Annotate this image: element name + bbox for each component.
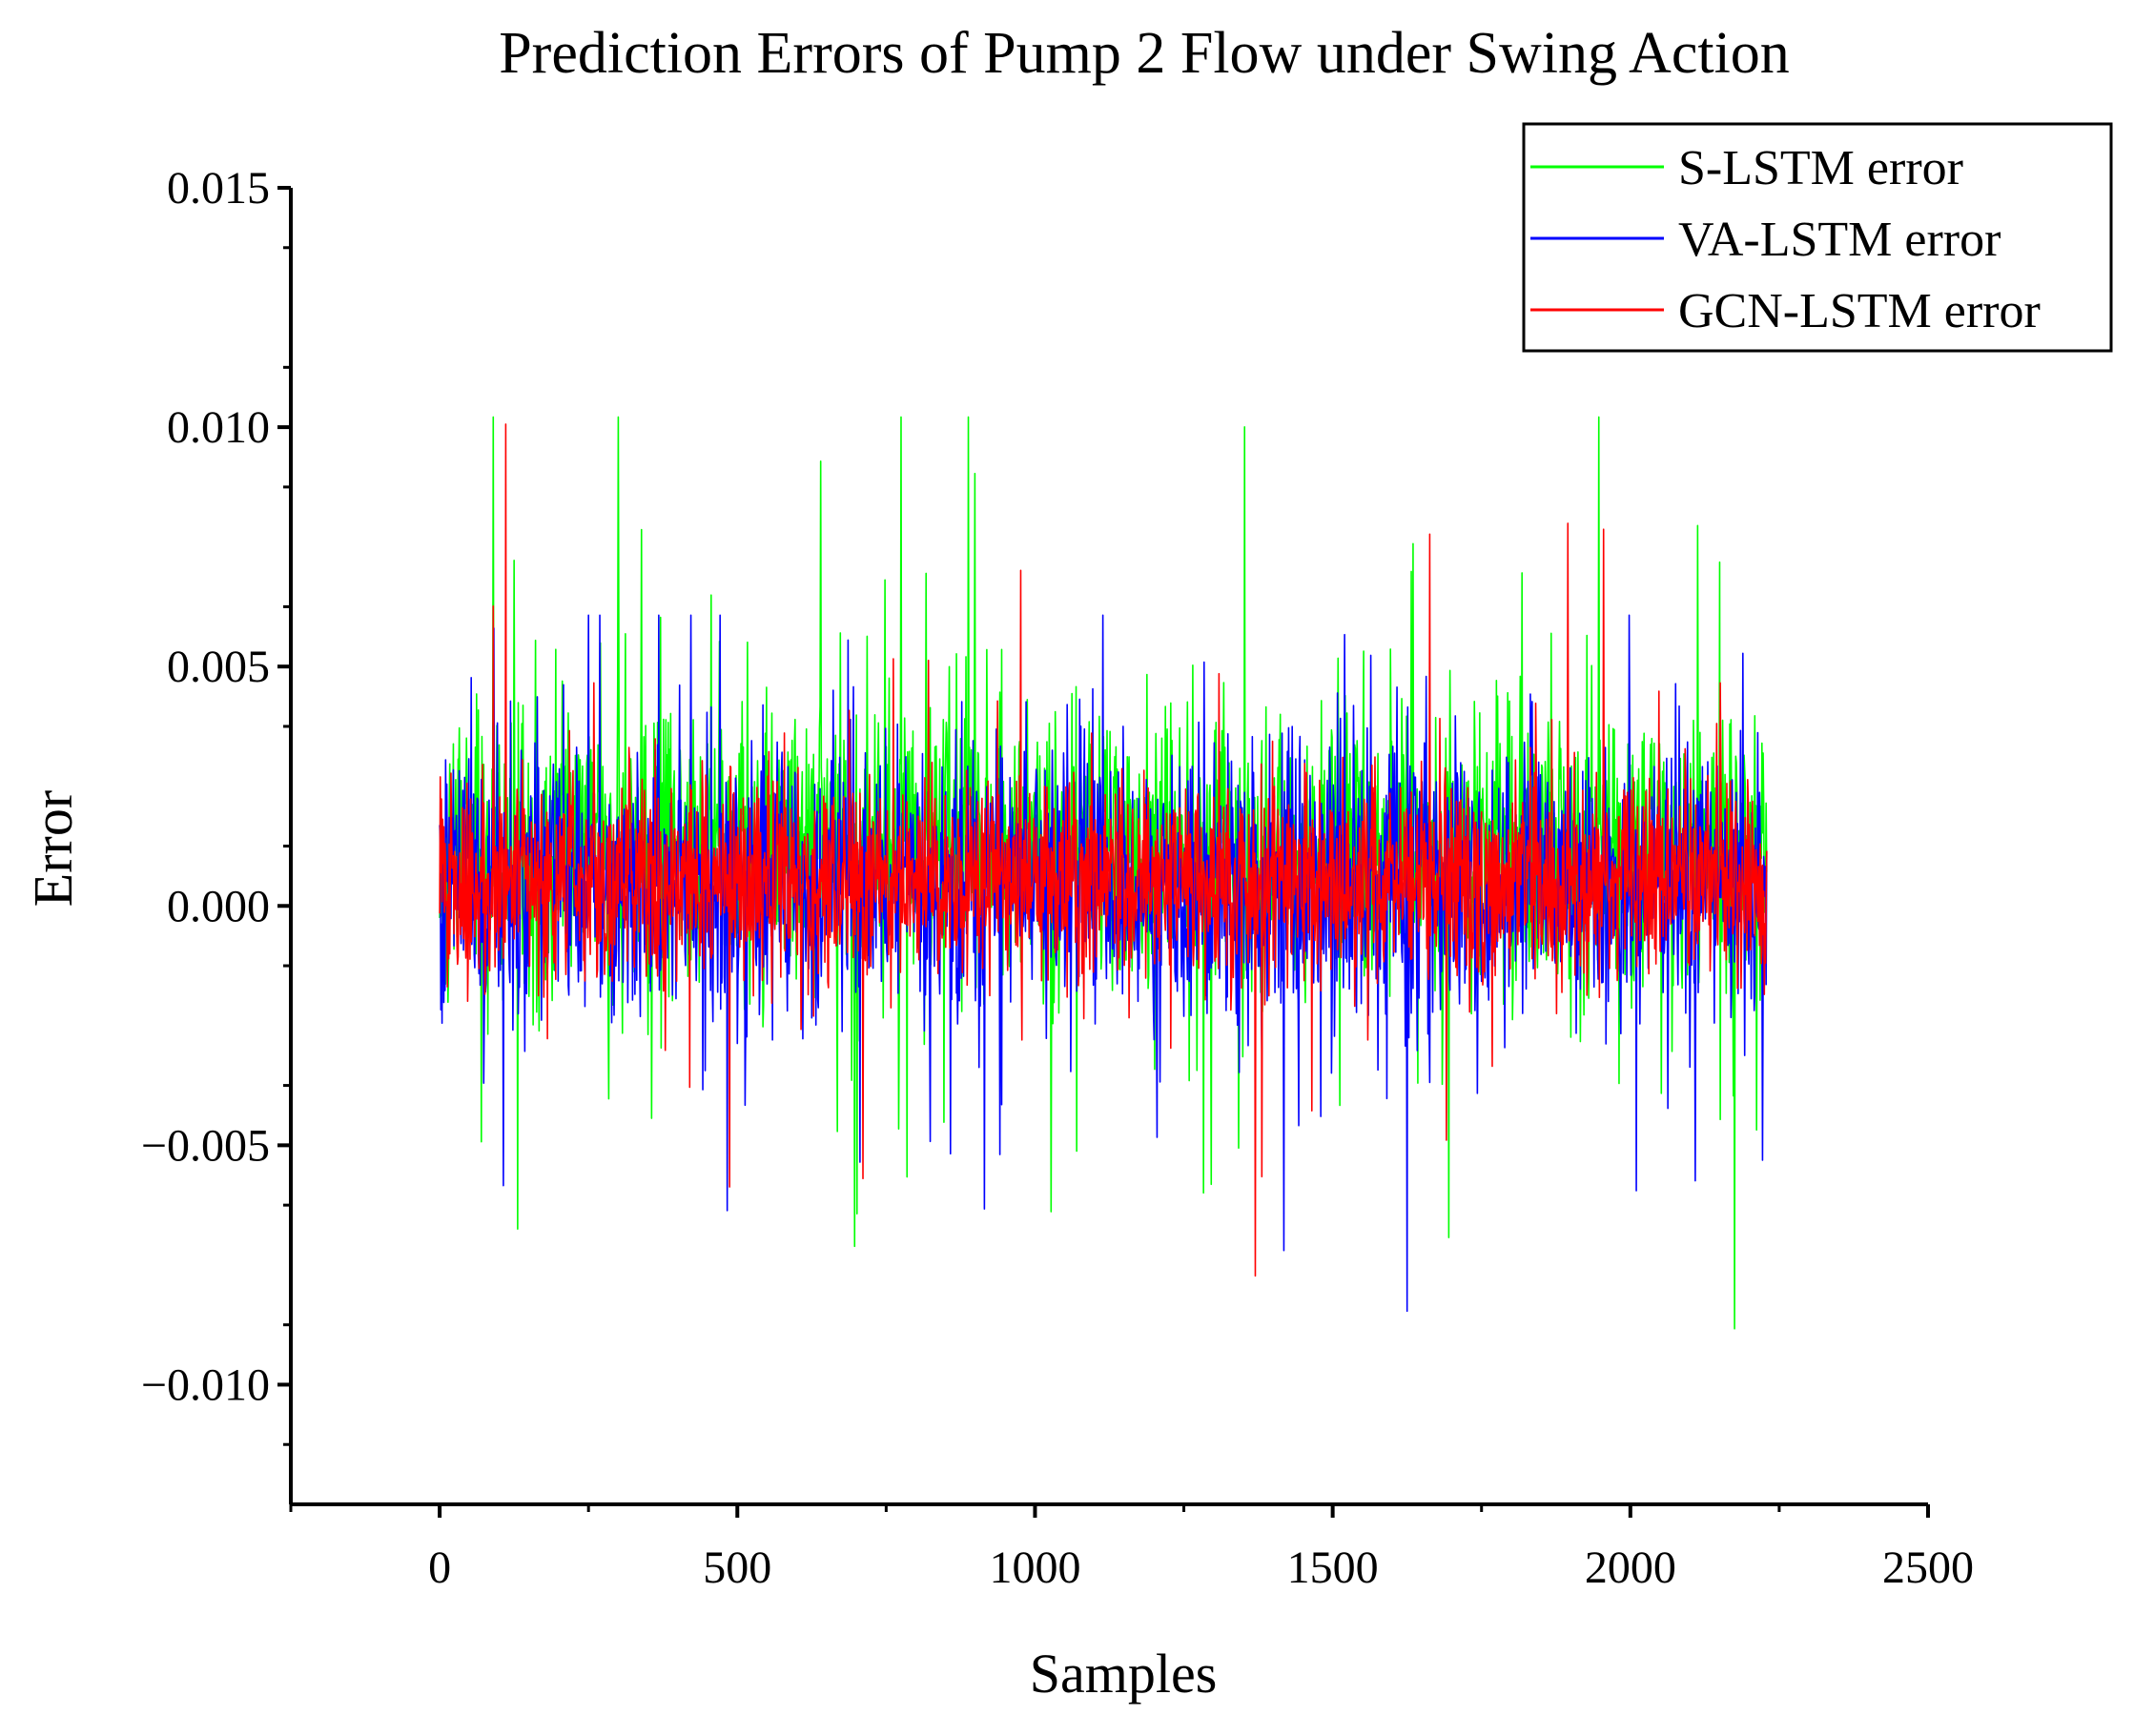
chart-title: Prediction Errors of Pump 2 Flow under S… [499, 21, 1790, 86]
x-tick-label: 0 [428, 1542, 451, 1593]
x-tick-label: 1000 [989, 1542, 1080, 1593]
y-tick-label: 0.005 [167, 642, 270, 692]
y-axis-label: Error [22, 790, 84, 907]
legend: S-LSTM error VA-LSTM error GCN-LSTM erro… [1522, 122, 2113, 353]
x-tick-label: 2500 [1882, 1542, 1974, 1593]
legend-label-va-lstm: VA-LSTM error [1678, 213, 2001, 267]
y-tick-label: 0.015 [167, 163, 270, 214]
x-tick-label: 2000 [1585, 1542, 1676, 1593]
ticks: 0 500 1000 1500 2000 2500 −0.010 −0.005 0.000 0.0… [141, 163, 1974, 1593]
series-line-gcn-lstm-error [439, 423, 1768, 1277]
y-tick-label: 0.010 [167, 402, 270, 453]
y-tick-label: −0.010 [141, 1359, 270, 1410]
legend-label-gcn-lstm: GCN-LSTM error [1678, 284, 2041, 338]
x-tick-label: 1500 [1287, 1542, 1379, 1593]
legend-label-s-lstm: S-LSTM error [1678, 141, 1963, 195]
y-tick-label: 0.000 [167, 881, 270, 931]
x-tick-label: 500 [703, 1542, 771, 1593]
x-axis-label: Samples [1030, 1643, 1218, 1705]
series-layer [439, 416, 1768, 1330]
y-tick-label: −0.005 [141, 1120, 270, 1171]
